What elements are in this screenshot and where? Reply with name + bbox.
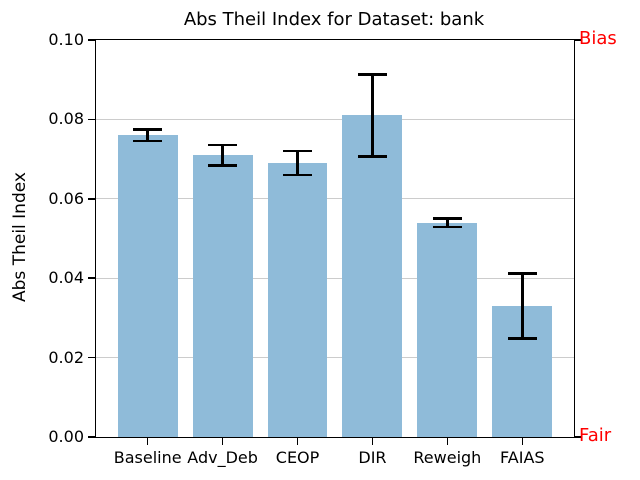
x-tick-label-baseline: Baseline (113, 448, 182, 467)
x-tick-mark (221, 438, 224, 445)
bar-baseline (117, 135, 178, 437)
y-tick-mark (88, 277, 95, 279)
x-tick-mark (371, 438, 374, 445)
x-tick-label-ceop: CEOP (275, 448, 320, 467)
error-bar-line (446, 218, 449, 227)
x-tick-mark (446, 438, 449, 445)
y-tick-label: 0.02 (48, 347, 84, 367)
y-tick-label: 0.08 (48, 109, 84, 129)
y-tick-mark (88, 436, 95, 438)
y-tick-label: 0.06 (48, 188, 84, 208)
x-tick-label-faias: FAIAS (500, 448, 545, 467)
right-axis-label-bias: Bias (579, 28, 617, 49)
gridline (96, 357, 574, 359)
error-bar-line (521, 273, 524, 339)
y-tick-mark (88, 356, 95, 359)
x-tick-mark (146, 438, 149, 445)
y-tick-label: 0.00 (48, 427, 84, 446)
gridline (96, 118, 574, 120)
error-bar-cap (432, 225, 462, 229)
x-tick-mark (296, 438, 299, 445)
x-tick-label-dir: DIR (358, 448, 387, 467)
error-bar-cap (357, 73, 387, 76)
bar-dir (342, 115, 403, 437)
bar-ceop (267, 163, 328, 437)
x-tick-mark (521, 438, 524, 445)
error-bar-cap (432, 217, 462, 220)
gridline (96, 277, 574, 279)
y-tick-label: 0.10 (48, 30, 84, 49)
right-axis-label-fair: Fair (579, 425, 612, 446)
plot-area: 0.00 0.02 0.04 0.06 0.08 0.10 Baseline Adv_Deb C… (48, 31, 581, 467)
bar-reweigh (417, 222, 478, 437)
error-bar-line (371, 74, 374, 157)
error-bar-line (146, 129, 149, 142)
right-tick-bottom (574, 436, 581, 438)
right-tick-top (574, 39, 581, 41)
gridline (96, 198, 574, 200)
error-bar-cap (357, 155, 387, 158)
x-tick-label-reweigh: Reweigh (413, 448, 482, 467)
error-bar-cap (283, 173, 313, 177)
y-axis-label: Abs Theil Index (10, 172, 30, 302)
chart-title: Abs Theil Index for Dataset: bank (183, 9, 485, 30)
error-bar-line (221, 144, 224, 166)
y-tick-mark (88, 198, 95, 200)
y-tick-mark (88, 39, 95, 41)
bar-adv_deb (192, 155, 253, 437)
error-bar-cap (507, 337, 537, 340)
error-bar-cap (507, 272, 537, 275)
x-tick-label-adv_deb: Adv_Deb (187, 448, 258, 467)
error-bar-cap (208, 143, 238, 147)
error-bar-cap (208, 164, 238, 167)
error-bar-cap (133, 139, 163, 143)
error-bar-line (296, 151, 299, 175)
y-tick-label: 0.04 (48, 268, 84, 288)
error-bar-cap (283, 149, 313, 153)
y-tick-mark (88, 118, 95, 121)
error-bar-cap (133, 128, 163, 131)
